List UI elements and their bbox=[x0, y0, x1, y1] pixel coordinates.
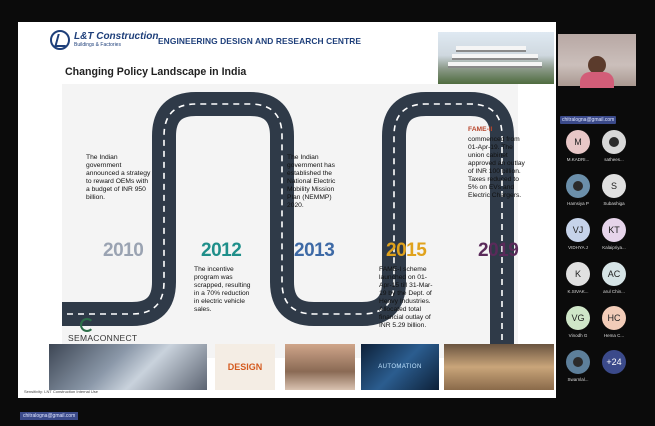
year-2019: 2019 bbox=[478, 240, 519, 261]
company-subtitle: Buildings & Factories bbox=[74, 42, 121, 48]
year-2010: 2010 bbox=[103, 240, 144, 261]
thumb-automation: AUTOMATION bbox=[361, 344, 439, 390]
automation-label: AUTOMATION bbox=[378, 364, 422, 370]
participant-name: Vinodh G bbox=[568, 333, 588, 338]
year-2012: 2012 bbox=[201, 240, 242, 261]
participant-avatar[interactable] bbox=[566, 350, 590, 374]
participant-name: sathees... bbox=[604, 157, 624, 162]
lt-logo: L&T Construction Buildings & Factories bbox=[50, 30, 158, 50]
participant-name: arul Chin... bbox=[603, 289, 625, 294]
participant-name: Hamsiya P bbox=[567, 201, 589, 206]
participant-initials: VJ bbox=[572, 225, 584, 235]
image-strip: DESIGN AUTOMATION bbox=[49, 344, 556, 392]
participant-avatar[interactable]: KT bbox=[602, 218, 626, 242]
note-2019: commenced from 01-Apr-19. The union cabi… bbox=[468, 136, 525, 199]
lt-circle-icon bbox=[50, 30, 70, 50]
participant-initials: HC bbox=[607, 313, 621, 323]
thumb-mall bbox=[444, 344, 554, 390]
participant-photo-icon bbox=[573, 357, 583, 367]
slide-footer: Sensitivity: LNT Construction Internal U… bbox=[24, 389, 98, 394]
semaconnect-icon bbox=[80, 318, 94, 332]
participant-name: VIDHYA J bbox=[568, 245, 588, 250]
participant-initials: +24 bbox=[606, 357, 622, 367]
slide-header: L&T Construction Buildings & Factories E… bbox=[18, 22, 556, 84]
semaconnect-logo: SEMACONNECT bbox=[68, 318, 137, 343]
slide-title: Changing Policy Landscape in India bbox=[65, 66, 247, 78]
year-2015: 2015 bbox=[386, 240, 427, 261]
participant-avatar[interactable] bbox=[602, 130, 626, 154]
more-participants-button[interactable]: +24 bbox=[602, 350, 626, 374]
bottom-email-chip: chitralogna@gmail.com bbox=[20, 412, 79, 420]
design-label: DESIGN bbox=[227, 362, 263, 372]
building-photo bbox=[438, 32, 554, 84]
centre-name: ENGINEERING DESIGN AND RESEARCH CENTRE bbox=[158, 36, 362, 46]
participant-name: Swarnlal... bbox=[567, 377, 589, 382]
participant-avatar[interactable]: VG bbox=[566, 306, 590, 330]
participant-name: Subashiga bbox=[603, 201, 625, 206]
participant-name: Hema C... bbox=[603, 333, 625, 338]
thumb-people bbox=[285, 344, 355, 390]
participant-initials: M bbox=[574, 137, 582, 147]
participant-photo-icon bbox=[609, 137, 619, 147]
winding-road bbox=[56, 92, 514, 346]
participant-initials: AC bbox=[607, 269, 621, 279]
participant-name: M.KADRI... bbox=[566, 157, 590, 162]
timeline-roadmap: The Indian government announced a strate… bbox=[56, 84, 525, 358]
note-2015: FAME-I scheme launched on 01-Apr-15 till… bbox=[379, 266, 433, 329]
participant-initials: VG bbox=[571, 313, 585, 323]
year-2013: 2013 bbox=[294, 240, 335, 261]
participant-name: Kalaipriya... bbox=[602, 245, 626, 250]
note-2010: The Indian government announced a strate… bbox=[86, 154, 151, 201]
label-2019: FAME-II bbox=[468, 126, 493, 133]
participant-photo-icon bbox=[573, 181, 583, 191]
participant-avatar[interactable]: VJ bbox=[566, 218, 590, 242]
thumb-architecture bbox=[49, 344, 207, 390]
note-2013: The Indian government has established th… bbox=[287, 154, 336, 209]
presenter-video[interactable] bbox=[558, 34, 636, 88]
participant-avatar[interactable]: S bbox=[602, 174, 626, 198]
participant-avatar[interactable]: M bbox=[566, 130, 590, 154]
participant-avatar[interactable]: HC bbox=[602, 306, 626, 330]
participant-initials: KT bbox=[608, 225, 620, 235]
thumb-design: DESIGN bbox=[215, 344, 275, 390]
shared-slide: L&T Construction Buildings & Factories E… bbox=[18, 22, 556, 398]
participant-avatar[interactable]: AC bbox=[602, 262, 626, 286]
participant-avatar[interactable]: K bbox=[566, 262, 590, 286]
presenter-email: chitralogna@gmail.com bbox=[560, 116, 617, 124]
company-name: L&T Construction bbox=[74, 31, 159, 42]
presenter-head bbox=[588, 56, 606, 74]
presenter-body bbox=[580, 72, 614, 88]
participant-name: K.SIVAK... bbox=[567, 289, 589, 294]
participant-initials: K bbox=[574, 269, 581, 279]
participant-initials: S bbox=[610, 181, 617, 191]
participant-panel: chitralogna@gmail.com M M.KADRI... sathees… bbox=[558, 34, 636, 398]
note-2012: The incentive program was scrapped, resu… bbox=[194, 266, 251, 313]
participant-avatar[interactable] bbox=[566, 174, 590, 198]
